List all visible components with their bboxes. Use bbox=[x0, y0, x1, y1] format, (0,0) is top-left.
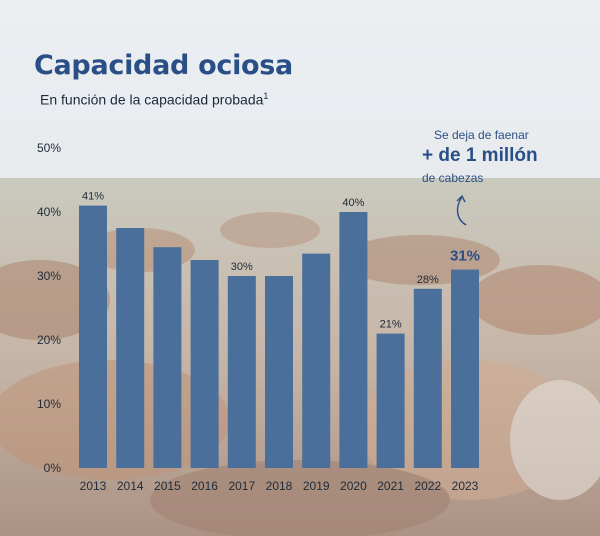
bar-2023 bbox=[451, 269, 479, 468]
y-tick-label: 50% bbox=[37, 141, 61, 155]
x-tick-label: 2018 bbox=[266, 479, 293, 493]
subtitle-text: En función de la capacidad probada bbox=[40, 91, 264, 108]
chart-title: Capacidad ociosa bbox=[34, 50, 293, 81]
y-axis: 0% 10% 20% 30% 40% 50% bbox=[37, 141, 61, 475]
x-tick-label: 2015 bbox=[154, 479, 181, 493]
x-tick-label: 2022 bbox=[414, 479, 441, 493]
bar-2018 bbox=[265, 276, 293, 468]
annotation-line-2: + de 1 millón bbox=[422, 145, 538, 167]
data-label-2021: 21% bbox=[380, 319, 402, 331]
data-labels: 41% 30% 40% 21% 28% 31% bbox=[82, 191, 480, 331]
x-tick-label: 2016 bbox=[191, 479, 218, 493]
y-tick-label: 20% bbox=[37, 333, 61, 347]
x-tick-label: 2023 bbox=[452, 479, 479, 493]
bars bbox=[79, 205, 479, 468]
bar-2022 bbox=[413, 288, 442, 468]
bar-2014 bbox=[116, 228, 145, 468]
data-label-2023: 31% bbox=[450, 248, 480, 265]
y-tick-label: 30% bbox=[37, 269, 61, 283]
data-label-2020: 40% bbox=[342, 197, 364, 209]
x-tick-label: 2017 bbox=[228, 479, 255, 493]
x-tick-label: 2020 bbox=[340, 479, 367, 493]
x-tick-label: 2014 bbox=[117, 479, 144, 493]
bar-2019 bbox=[302, 253, 331, 468]
annotation-line-1: Se deja de faenar bbox=[434, 128, 529, 142]
bar-2015 bbox=[153, 247, 182, 468]
footnote-mark: 1 bbox=[263, 91, 269, 101]
curved-arrow-icon bbox=[456, 194, 467, 226]
bar-2013 bbox=[79, 205, 107, 468]
y-tick-label: 40% bbox=[37, 205, 61, 219]
x-tick-label: 2013 bbox=[80, 479, 107, 493]
y-tick-label: 0% bbox=[44, 461, 62, 475]
bar-2021 bbox=[376, 333, 405, 468]
data-label-2022: 28% bbox=[417, 274, 439, 286]
bar-2016 bbox=[190, 260, 219, 468]
annotation-callout: Se deja de faenar + de 1 millón de cabez… bbox=[422, 127, 552, 186]
x-tick-label: 2021 bbox=[377, 479, 404, 493]
x-tick-label: 2019 bbox=[303, 479, 330, 493]
data-label-2013: 41% bbox=[82, 191, 104, 203]
data-label-2017: 30% bbox=[231, 261, 253, 273]
bar-2017 bbox=[227, 276, 256, 468]
annotation-line-3: de cabezas bbox=[422, 170, 484, 185]
bar-2020 bbox=[339, 212, 368, 468]
x-axis: 2013 2014 2015 2016 2017 2018 2019 2020 2021 2022… bbox=[80, 479, 479, 493]
y-tick-label: 10% bbox=[37, 397, 61, 411]
chart-subtitle: En función de la capacidad probada1 bbox=[40, 91, 268, 108]
